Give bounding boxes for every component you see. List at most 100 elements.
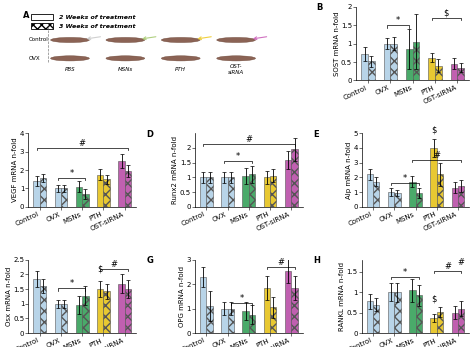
Text: *: * xyxy=(70,279,73,288)
Bar xyxy=(437,175,443,207)
Text: H: H xyxy=(313,256,320,265)
Bar xyxy=(413,42,419,81)
Bar xyxy=(76,187,82,207)
Text: #: # xyxy=(110,260,118,269)
Bar xyxy=(394,292,401,333)
Bar xyxy=(40,178,46,207)
Text: 2 Weeks of treatment: 2 Weeks of treatment xyxy=(59,15,136,20)
Bar xyxy=(221,308,228,333)
Y-axis label: Runx2 mRNA n-fold: Runx2 mRNA n-fold xyxy=(173,136,178,204)
Bar xyxy=(406,49,413,81)
Text: *: * xyxy=(403,174,407,183)
Bar xyxy=(200,177,206,207)
Bar xyxy=(97,289,103,333)
Bar xyxy=(200,277,206,333)
Text: #: # xyxy=(444,262,451,271)
Bar xyxy=(430,318,437,333)
Bar xyxy=(452,313,458,333)
Bar xyxy=(409,290,416,333)
Bar xyxy=(243,311,249,333)
Text: *: * xyxy=(70,169,73,178)
Ellipse shape xyxy=(161,56,200,61)
Bar xyxy=(361,54,368,81)
Bar xyxy=(373,182,379,207)
Y-axis label: Osx mRNA n-fold: Osx mRNA n-fold xyxy=(6,267,12,326)
Ellipse shape xyxy=(217,56,255,61)
Text: $: $ xyxy=(431,295,436,304)
Bar xyxy=(40,286,46,333)
Ellipse shape xyxy=(217,37,255,43)
Text: #: # xyxy=(246,135,252,144)
Bar xyxy=(435,66,442,81)
Bar xyxy=(249,175,255,207)
Bar xyxy=(437,312,443,333)
Bar xyxy=(394,193,401,207)
Y-axis label: Alp mRNA n-fold: Alp mRNA n-fold xyxy=(346,142,352,198)
Bar xyxy=(33,279,40,333)
FancyBboxPatch shape xyxy=(31,14,54,20)
FancyBboxPatch shape xyxy=(31,23,54,29)
Bar xyxy=(457,68,464,81)
Bar xyxy=(373,305,379,333)
Bar xyxy=(125,289,131,333)
Bar xyxy=(452,188,458,207)
Text: E: E xyxy=(313,130,319,138)
Bar xyxy=(55,188,61,207)
Bar xyxy=(228,177,234,207)
Bar xyxy=(264,288,270,333)
Bar xyxy=(61,304,67,333)
Text: $: $ xyxy=(98,265,103,274)
Bar xyxy=(206,306,213,333)
Bar xyxy=(428,58,435,81)
Bar xyxy=(118,284,125,333)
Ellipse shape xyxy=(51,37,90,43)
Text: MSNs: MSNs xyxy=(118,67,133,72)
Bar xyxy=(82,296,89,333)
Bar xyxy=(118,161,125,207)
Bar xyxy=(458,186,465,207)
Bar xyxy=(366,301,373,333)
Bar xyxy=(243,176,249,207)
Text: OST-
siRNA: OST- siRNA xyxy=(228,64,244,75)
Bar xyxy=(430,148,437,207)
Bar xyxy=(103,179,110,207)
Bar xyxy=(368,61,375,81)
Bar xyxy=(458,308,465,333)
Bar xyxy=(103,291,110,333)
Bar xyxy=(366,175,373,207)
Bar xyxy=(388,292,394,333)
Bar xyxy=(206,177,213,207)
Bar xyxy=(388,192,394,207)
Bar xyxy=(228,308,234,333)
Y-axis label: OPG mRNA n-fold: OPG mRNA n-fold xyxy=(179,266,185,327)
Bar xyxy=(451,64,457,81)
Text: #: # xyxy=(458,258,465,267)
Bar xyxy=(292,150,298,207)
Bar xyxy=(409,182,416,207)
Y-axis label: VEGF mRNA n-fold: VEGF mRNA n-fold xyxy=(12,138,18,202)
Text: *: * xyxy=(239,294,244,303)
Bar xyxy=(82,194,89,207)
Bar xyxy=(221,177,228,207)
Bar xyxy=(270,307,276,333)
Bar xyxy=(249,315,255,333)
Bar xyxy=(76,305,82,333)
Bar xyxy=(384,44,391,81)
Y-axis label: SOST mRNA n-fold: SOST mRNA n-fold xyxy=(334,11,339,76)
Ellipse shape xyxy=(51,56,90,61)
Bar xyxy=(97,175,103,207)
Text: #: # xyxy=(433,151,440,160)
Text: B: B xyxy=(317,3,323,12)
Text: $: $ xyxy=(444,9,449,18)
Bar xyxy=(270,176,276,207)
Bar xyxy=(391,44,397,81)
Text: $: $ xyxy=(431,126,436,135)
Text: #: # xyxy=(277,257,284,266)
Text: A: A xyxy=(23,11,29,20)
Text: PBS: PBS xyxy=(64,67,75,72)
Ellipse shape xyxy=(106,56,145,61)
Ellipse shape xyxy=(106,37,145,43)
Ellipse shape xyxy=(161,37,200,43)
Bar xyxy=(33,181,40,207)
Bar xyxy=(55,304,61,333)
